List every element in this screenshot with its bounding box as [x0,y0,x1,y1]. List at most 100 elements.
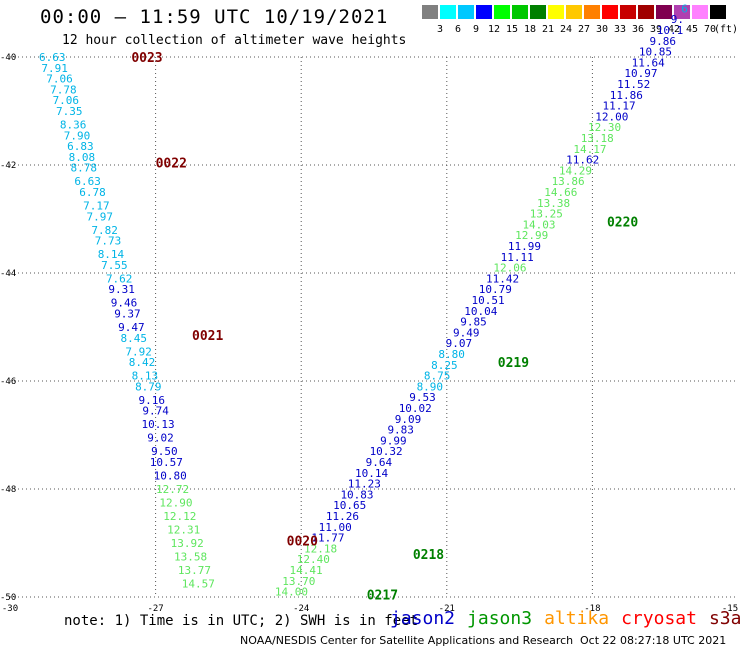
wave-height-label: 13.25 [530,208,563,221]
wave-height-label: 12.06 [493,262,526,275]
wave-height-label: 11.99 [508,240,541,253]
wave-height-label: 13.18 [581,132,614,145]
wave-height-label: 12.99 [515,229,548,242]
wave-height-label: 11.62 [566,154,599,167]
wave-height-label: 9.83 [387,424,414,437]
y-tick-label: -40 [0,53,16,63]
data-points: 6.637.917.067.787.067.358.367.906.838.08… [39,2,688,598]
wave-height-label: 14.17 [573,143,606,156]
wave-height-label: 8.42 [129,356,156,369]
wave-height-label: 9.85 [460,316,487,329]
wave-height-label: 8.14 [98,248,125,261]
wave-height-label: 7.92 [125,345,152,358]
wave-height-label: 6 [681,2,688,15]
legend-swatch [710,5,726,19]
legend-swatch [494,5,510,19]
legend-label: 27 [577,24,591,35]
legend-label: 15 [505,24,519,35]
wave-height-label: 11.26 [326,510,359,523]
wave-height-label: 13.38 [537,197,570,210]
wave-height-label: 12.18 [304,542,337,555]
wave-height-label: 13.86 [552,175,585,188]
wave-height-label: 8.80 [438,348,465,361]
wave-height-label: 13.77 [178,564,211,577]
wave-height-label: 9.46 [111,297,138,310]
legend-label: 33 [613,24,627,35]
wave-height-label: 8.75 [424,370,451,383]
wave-height-label: 9.09 [395,413,422,426]
wave-height-label: 11.64 [632,56,665,69]
wave-height-label: 9.37 [114,308,141,321]
legend-label: 45 [685,24,699,35]
wave-height-label: 7.78 [50,83,77,96]
wave-height-label: 7.91 [41,62,68,75]
wave-height-label: 8.08 [69,151,96,164]
wave-height-label: 8.25 [431,359,458,372]
wave-height-label: 8.79 [135,380,162,393]
chart-title: 00:00 – 11:59 UTC 10/19/2021 [40,6,389,28]
wave-height-label: 13.58 [174,551,207,564]
wave-height-label: 6.63 [39,51,66,64]
wave-height-label: 10.13 [141,418,174,431]
wave-height-label: 9.47 [118,321,145,334]
wave-height-label: 9.86 [650,35,677,48]
legend-label: 12 [487,24,501,35]
x-tick-label: -30 [2,604,18,614]
legend-swatch [530,5,546,19]
wave-height-label: 7.97 [87,210,114,223]
x-tick-label: -24 [293,604,309,614]
wave-height-label: 10.79 [479,283,512,296]
legend-swatch [602,5,618,19]
wave-height-label: 8.36 [60,119,87,132]
wave-height-label: 6.78 [79,186,106,199]
legend-label: 6 [454,24,462,35]
wave-height-label: 7.62 [106,272,133,285]
wave-height-label: 11.00 [319,521,352,534]
wave-height-label: 10.51 [471,294,504,307]
y-tick-label: -46 [0,377,16,387]
wave-height-label: 14.57 [182,578,215,591]
y-tick-label: -44 [0,269,16,279]
wave-height-label: 12.31 [167,524,200,537]
wave-height-label: 7.17 [83,200,110,213]
legend-swatch [656,5,672,19]
wave-height-label: 13.92 [171,537,204,550]
chart-grid [10,56,738,598]
x-tick-label: -21 [439,604,455,614]
footer-note: note: 1) Time is in UTC; 2) SWH is in fe… [64,613,419,629]
wave-height-label: 7.06 [53,94,80,107]
legend-label: 30 [595,24,609,35]
wave-height-label: 10.97 [624,67,657,80]
wave-height-label: 10.85 [639,46,672,59]
wave-height-label: 8.45 [121,332,148,345]
legend-swatch [566,5,582,19]
wave-height-label: 9.02 [147,432,174,445]
x-tick-label: -18 [584,604,600,614]
wave-height-label: 6.83 [67,140,94,153]
legend-swatch [422,5,438,19]
wave-height-label: 9.99 [380,434,407,447]
generated-timestamp: Oct 22 08:27:18 UTC 2021 [580,634,727,647]
wave-height-label: 12.00 [595,110,628,123]
pass-time-label: 0020 [287,534,318,549]
wave-height-label: 14.29 [559,164,592,177]
wave-height-label: 11.77 [311,532,344,545]
wave-height-label: 9.74 [142,405,169,418]
legend-label: 42 [667,24,681,35]
legend-swatch [512,5,528,19]
wave-height-label: 7.35 [56,105,83,118]
wave-height-label: 10.32 [370,445,403,458]
wave-height-label: 8.78 [71,162,98,175]
pass-time-label: 0217 [367,588,398,603]
x-tick-label: -27 [147,604,163,614]
chart-subtitle: 12 hour collection of altimeter wave hei… [62,33,407,48]
wave-height-label: 6.63 [74,175,101,188]
satellite-name: jason2 [390,608,456,629]
satellite-name: altika [544,608,610,629]
legend-label: 21 [541,24,555,35]
wave-height-label: 7.90 [64,129,91,142]
pass-time-label: 0023 [131,51,162,66]
axis-ticks: -30 -27 -24 -21 -18 -15 -40 -42 -44 -46 -48 -50 [0,53,738,614]
wave-height-label: 12.90 [159,497,192,510]
wave-height-label: 10.04 [464,305,497,318]
